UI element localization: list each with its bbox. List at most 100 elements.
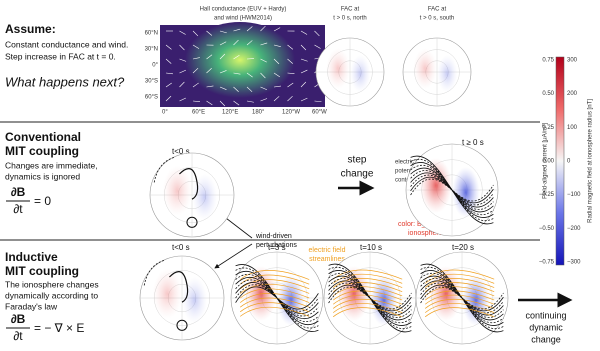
contour [176,319,188,331]
contour [328,286,412,310]
wind-vector [219,70,227,74]
contour [328,278,412,318]
red-region [326,48,350,89]
wind-vector [192,67,199,74]
red-region [337,265,370,321]
colorbar-tick: 100 [567,125,578,131]
blue-region [452,167,480,218]
wind-vector [300,44,307,51]
wind-vector [165,58,172,64]
wind-vector [246,26,253,32]
section-text: dynamics is ignored [5,171,80,181]
contour [420,278,504,318]
contour [153,156,176,183]
wind-vector [165,95,172,102]
map-lon-label: 60°E [192,110,205,116]
colorbar-tick: 200 [567,91,578,97]
wind-vector [273,44,281,48]
map-lon-label: 120°W [282,110,300,116]
wind-vector [260,98,268,102]
wind-vector [219,53,226,60]
step-label: step [348,155,367,166]
colorbar-label: Radial magnetic field at ionosphere radi… [588,99,594,223]
panel-label: t=20 s [452,243,474,252]
wind-vector [219,86,227,90]
map-lat-label: 60°S [145,95,158,101]
streamline [239,270,310,280]
question: What happens next? [5,74,125,89]
streamline [424,299,495,309]
wind-vector [179,58,187,62]
blue-region [182,277,208,324]
red-region [413,48,437,89]
pointer [221,214,253,239]
wind-vector [179,30,186,35]
streamline [332,273,403,284]
red-region [429,265,462,321]
pointer [214,243,253,269]
wind-vector [314,30,320,37]
streamline [332,303,403,313]
streamline [424,307,495,318]
wind-vector [287,95,293,102]
fac-title: FAC at [428,7,447,13]
wind-vector [273,58,280,65]
wind-vector [233,55,240,60]
wind-vector [287,58,293,64]
panel-label: t<0 s [172,147,190,156]
assume-line: Constant conductance and wind. [5,39,128,49]
wind-note: wind-driven [255,233,292,240]
streamline-note: streamlines [309,256,345,263]
streamline [424,273,495,284]
fac-title: FAC at [341,7,360,13]
eq-num: ∂B [11,312,26,326]
wind-vector [300,58,308,62]
wind-vector [287,82,294,88]
contour [328,284,412,312]
fac-title: t > 0 s, north [333,16,367,22]
contour [410,170,494,210]
colorbar-tick: −100 [567,192,581,198]
wind-vector [192,44,200,49]
color-note: color: B_r in [398,221,435,228]
wind-vector [179,97,186,102]
wind-vector [314,100,322,103]
section-title: Conventional [5,130,81,144]
wind-vector [287,72,295,74]
wind-vector [300,69,308,74]
wind-vector [233,28,241,32]
wind-vector [233,72,241,75]
red-region [419,157,452,213]
map-lat-label: 60°N [145,31,158,37]
contour [143,259,166,286]
assume-title: Assume: [5,22,56,36]
wind-vector [179,44,185,51]
wind-vector [300,97,308,102]
section-title: MIT coupling [5,264,79,278]
eq-den: ∂t [13,329,23,343]
wind-vector [206,54,213,60]
section-text: dynamically according to [5,290,98,300]
map-lat-label: 0° [152,63,158,69]
streamline [424,294,495,305]
wind-vector [273,72,280,78]
streamline [424,269,495,280]
wind-vector [192,57,200,60]
colorbar-label: Field-aligned current [μA/m²] [543,123,549,199]
streamline [239,297,310,308]
contour [328,266,412,330]
continuing: continuing [525,310,566,320]
wind-vector [246,72,253,78]
wind-vector [192,82,199,88]
colorbar-tick: 0 [567,159,571,165]
streamline [332,294,403,305]
wind-vector [314,44,321,49]
wind-vector [206,30,213,36]
wind-vector [179,69,187,74]
colorbar [555,56,565,266]
wind-vector [273,85,281,88]
contour [235,286,319,310]
fac-title: t > 0 s, south [420,16,455,22]
panel-label: t=3 s [268,243,286,252]
streamline [332,269,403,280]
